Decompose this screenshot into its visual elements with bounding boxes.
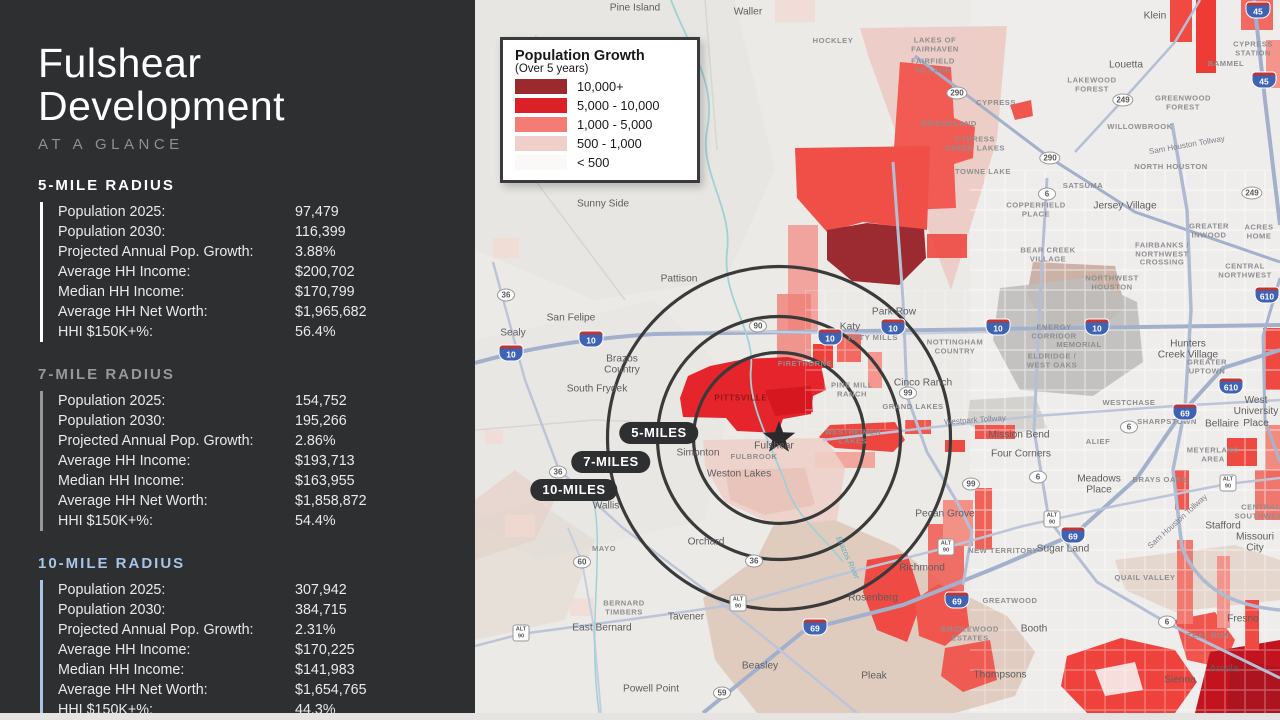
stat-value: $163,955 — [295, 472, 355, 489]
legend-row: < 500 — [515, 155, 685, 170]
stat-row: Median HH Income: $141,983 — [58, 660, 475, 680]
radius-circle-10mile — [605, 264, 953, 612]
legend-swatch — [515, 155, 567, 170]
stat-row: Average HH Net Worth: $1,654,765 — [58, 680, 475, 700]
page-subtitle: AT A GLANCE — [38, 135, 184, 153]
stat-row: Projected Annual Pop. Growth: 2.86% — [58, 431, 475, 451]
stat-value: $170,799 — [295, 283, 355, 300]
stat-label: Population 2030: — [58, 601, 166, 618]
stat-label: Population 2025: — [58, 581, 166, 598]
stat-value: $1,654,765 — [295, 681, 367, 698]
stat-value: 97,479 — [295, 203, 339, 220]
radius-section-10mile: 10-MILE RADIUS Population 2025: 307,942 … — [38, 555, 475, 720]
stat-value: $141,983 — [295, 661, 355, 678]
stat-row: Population 2030: 116,399 — [58, 222, 475, 242]
legend-swatch — [515, 117, 567, 132]
stat-row: Average HH Net Worth: $1,965,682 — [58, 302, 475, 322]
stat-label: Population 2025: — [58, 392, 166, 409]
legend-label: 5,000 - 10,000 — [577, 98, 660, 113]
stat-label: Population 2030: — [58, 223, 166, 240]
stat-value: $1,858,872 — [295, 492, 367, 509]
stat-rows: Population 2025: 97,479 Population 2030:… — [40, 201, 475, 342]
stat-label: Average HH Net Worth: — [58, 303, 208, 320]
legend-row: 500 - 1,000 — [515, 136, 685, 151]
stat-value: 116,399 — [295, 223, 346, 240]
stat-label: HHI $150K+%: — [58, 323, 153, 340]
section-heading: 5-MILE RADIUS — [38, 176, 175, 194]
legend-row: 1,000 - 5,000 — [515, 117, 685, 132]
stat-row: Population 2025: 154,752 — [58, 391, 475, 411]
stat-value: 195,266 — [295, 412, 347, 429]
stat-label: Median HH Income: — [58, 283, 185, 300]
legend-items: 10,000+ 5,000 - 10,000 1,000 - 5,000 — [515, 79, 685, 170]
map-graphic — [475, 0, 1280, 713]
stat-label: HHI $150K+%: — [58, 512, 153, 529]
stat-label: Average HH Net Worth: — [58, 681, 208, 698]
stat-label: Projected Annual Pop. Growth: — [58, 432, 254, 449]
stat-row: Population 2025: 307,942 — [58, 580, 475, 600]
stat-row: Population 2030: 195,266 — [58, 411, 475, 431]
star-marker-icon — [762, 421, 796, 452]
stat-value: 2.86% — [295, 432, 336, 449]
stat-row: Population 2025: 97,479 — [58, 202, 475, 222]
stat-value: $1,965,682 — [295, 303, 367, 320]
legend-subtitle: (Over 5 years) — [515, 63, 589, 75]
stat-label: Population 2030: — [58, 412, 166, 429]
stat-row: Projected Annual Pop. Growth: 3.88% — [58, 242, 475, 262]
stat-value: 307,942 — [295, 581, 347, 598]
title-line-1: Fulshear — [38, 40, 202, 86]
legend-label: 500 - 1,000 — [577, 136, 642, 151]
title-line-2: Development — [38, 83, 286, 130]
section-heading: 10-MILE RADIUS — [38, 554, 186, 572]
stat-rows: Population 2025: 307,942 Population 2030… — [40, 579, 475, 720]
stat-value: 56.4% — [295, 323, 336, 340]
stat-row: Average HH Net Worth: $1,858,872 — [58, 491, 475, 511]
legend-label: 10,000+ — [577, 79, 624, 94]
stat-row: HHI $150K+%: 54.4% — [58, 511, 475, 531]
stat-label: Average HH Income: — [58, 263, 191, 280]
stat-value: $193,713 — [295, 452, 355, 469]
section-heading: 7-MILE RADIUS — [38, 365, 175, 383]
stat-label: Average HH Income: — [58, 641, 191, 658]
map-panel: Pine Island Waller Klein Louetta Jersey … — [475, 0, 1280, 713]
stat-label: Average HH Net Worth: — [58, 492, 208, 509]
map-legend: Population Growth (Over 5 years) 10,000+… — [500, 37, 700, 183]
stat-value: 154,752 — [295, 392, 347, 409]
stat-value: 2.31% — [295, 621, 336, 638]
legend-swatch — [515, 136, 567, 151]
stat-row: Average HH Income: $200,702 — [58, 262, 475, 282]
stat-row: Population 2030: 384,715 — [58, 600, 475, 620]
stat-value: $170,225 — [295, 641, 355, 658]
stat-value: $200,702 — [295, 263, 355, 280]
stat-rows: Population 2025: 154,752 Population 2030… — [40, 390, 475, 531]
stat-row: Median HH Income: $163,955 — [58, 471, 475, 491]
stat-label: Median HH Income: — [58, 661, 185, 678]
stat-label: Median HH Income: — [58, 472, 185, 489]
stat-label: Average HH Income: — [58, 452, 191, 469]
stat-value: 384,715 — [295, 601, 347, 618]
legend-row: 10,000+ — [515, 79, 685, 94]
legend-label: 1,000 - 5,000 — [577, 117, 653, 132]
stat-row: Average HH Income: $170,225 — [58, 640, 475, 660]
legend-swatch — [515, 79, 567, 94]
radius-section-7mile: 7-MILE RADIUS Population 2025: 154,752 P… — [38, 366, 475, 531]
stat-row: HHI $150K+%: 56.4% — [58, 322, 475, 342]
stat-row: Median HH Income: $170,799 — [58, 282, 475, 302]
stats-panel: Fulshear Development AT A GLANCE 5-MILE … — [0, 0, 475, 720]
stat-label: Projected Annual Pop. Growth: — [58, 243, 254, 260]
stat-label: Projected Annual Pop. Growth: — [58, 621, 254, 638]
radius-section-5mile: 5-MILE RADIUS Population 2025: 97,479 Po… — [38, 177, 475, 342]
legend-swatch — [515, 98, 567, 113]
stat-row: Average HH Income: $193,713 — [58, 451, 475, 471]
stat-value: 3.88% — [295, 243, 336, 260]
legend-row: 5,000 - 10,000 — [515, 98, 685, 113]
bottom-bar — [0, 713, 1280, 720]
page-title: Fulshear Development — [38, 40, 475, 130]
stat-label: Population 2025: — [58, 203, 166, 220]
stat-row: Projected Annual Pop. Growth: 2.31% — [58, 620, 475, 640]
legend-label: < 500 — [577, 155, 610, 170]
stat-value: 54.4% — [295, 512, 336, 529]
legend-title: Population Growth — [515, 48, 645, 64]
